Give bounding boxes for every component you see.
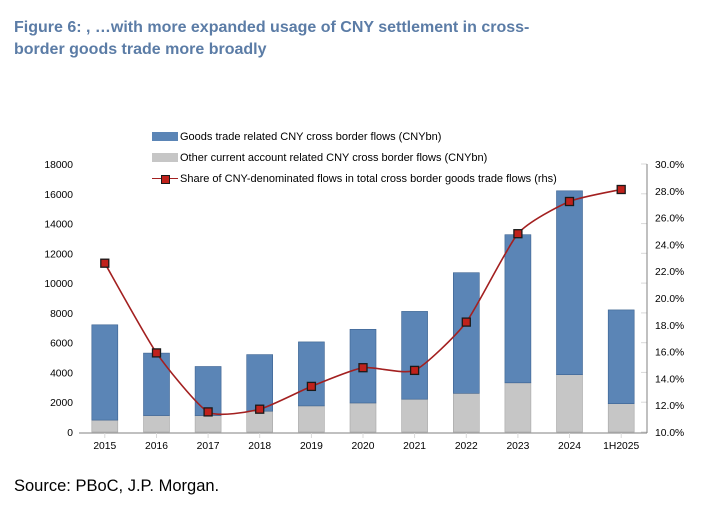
- svg-text:2018: 2018: [248, 441, 271, 452]
- svg-text:14.0%: 14.0%: [655, 374, 684, 385]
- svg-text:10.0%: 10.0%: [655, 428, 684, 439]
- svg-text:10000: 10000: [44, 279, 73, 290]
- svg-text:16000: 16000: [44, 190, 73, 201]
- svg-text:24.0%: 24.0%: [655, 240, 684, 251]
- svg-text:2017: 2017: [197, 441, 220, 452]
- svg-text:16.0%: 16.0%: [655, 348, 684, 359]
- svg-text:2021: 2021: [403, 441, 426, 452]
- svg-text:12.0%: 12.0%: [655, 401, 684, 412]
- svg-text:22.0%: 22.0%: [655, 267, 684, 278]
- svg-text:2020: 2020: [352, 441, 375, 452]
- svg-text:2016: 2016: [145, 441, 168, 452]
- svg-text:20.0%: 20.0%: [655, 294, 684, 305]
- svg-text:30.0%: 30.0%: [655, 160, 684, 171]
- svg-text:26.0%: 26.0%: [655, 214, 684, 225]
- svg-text:18.0%: 18.0%: [655, 321, 684, 332]
- svg-text:2024: 2024: [558, 441, 581, 452]
- svg-text:0: 0: [67, 428, 73, 439]
- svg-text:18000: 18000: [44, 160, 73, 171]
- svg-text:4000: 4000: [50, 368, 73, 379]
- svg-text:2000: 2000: [50, 398, 73, 409]
- svg-text:6000: 6000: [50, 339, 73, 350]
- svg-text:2022: 2022: [455, 441, 478, 452]
- svg-text:28.0%: 28.0%: [655, 187, 684, 198]
- svg-text:2019: 2019: [300, 441, 323, 452]
- svg-text:12000: 12000: [44, 249, 73, 260]
- svg-text:8000: 8000: [50, 309, 73, 320]
- svg-text:14000: 14000: [44, 220, 73, 231]
- svg-text:1H2025: 1H2025: [603, 441, 639, 452]
- svg-text:2023: 2023: [506, 441, 529, 452]
- svg-text:2015: 2015: [93, 441, 116, 452]
